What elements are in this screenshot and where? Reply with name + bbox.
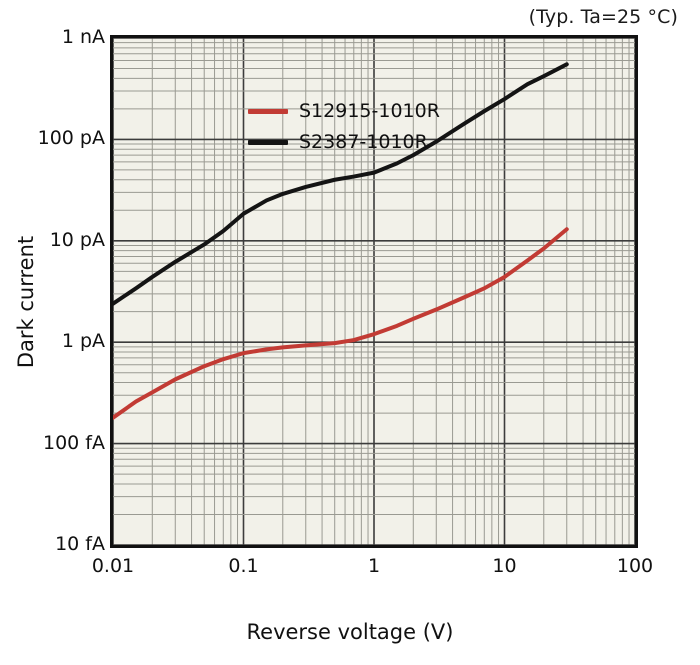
legend-entry-1: S2387-1010R (248, 131, 440, 153)
curve-s2387-1010r (113, 62, 569, 306)
x-tick-label: 0.1 (228, 555, 259, 577)
curve-s12915-1010r (113, 227, 569, 420)
y-tick-label: 1 pA (61, 330, 105, 353)
x-tick-label: 0.01 (91, 555, 135, 577)
y-tick-label: 100 fA (43, 431, 105, 454)
legend-entry-0: S12915-1010R (248, 100, 440, 122)
x-axis-title: Reverse voltage (V) (246, 620, 454, 644)
y-tick-label: 10 pA (49, 228, 105, 251)
y-tick-label: 10 fA (55, 533, 105, 555)
data-curves (113, 62, 569, 420)
x-tick-label: 10 (492, 555, 517, 577)
legend-label-s12915: S12915-1010R (299, 100, 440, 122)
y-tick-label: 1 nA (61, 26, 105, 48)
plot-area: S12915-1010R S2387-1010R (110, 35, 638, 548)
y-tick-label: 100 pA (37, 127, 105, 150)
chart-title: (Typ. Ta=25 °C) (528, 6, 678, 28)
legend-label-s2387: S2387-1010R (299, 131, 428, 153)
legend-swatch-s12915 (248, 108, 288, 114)
legend: S12915-1010R S2387-1010R (248, 100, 440, 153)
x-tick-label: 1 (367, 555, 381, 577)
y-axis-title: Dark current (14, 235, 38, 369)
x-tick-label: 100 (616, 555, 654, 577)
legend-swatch-s2387 (248, 139, 288, 145)
